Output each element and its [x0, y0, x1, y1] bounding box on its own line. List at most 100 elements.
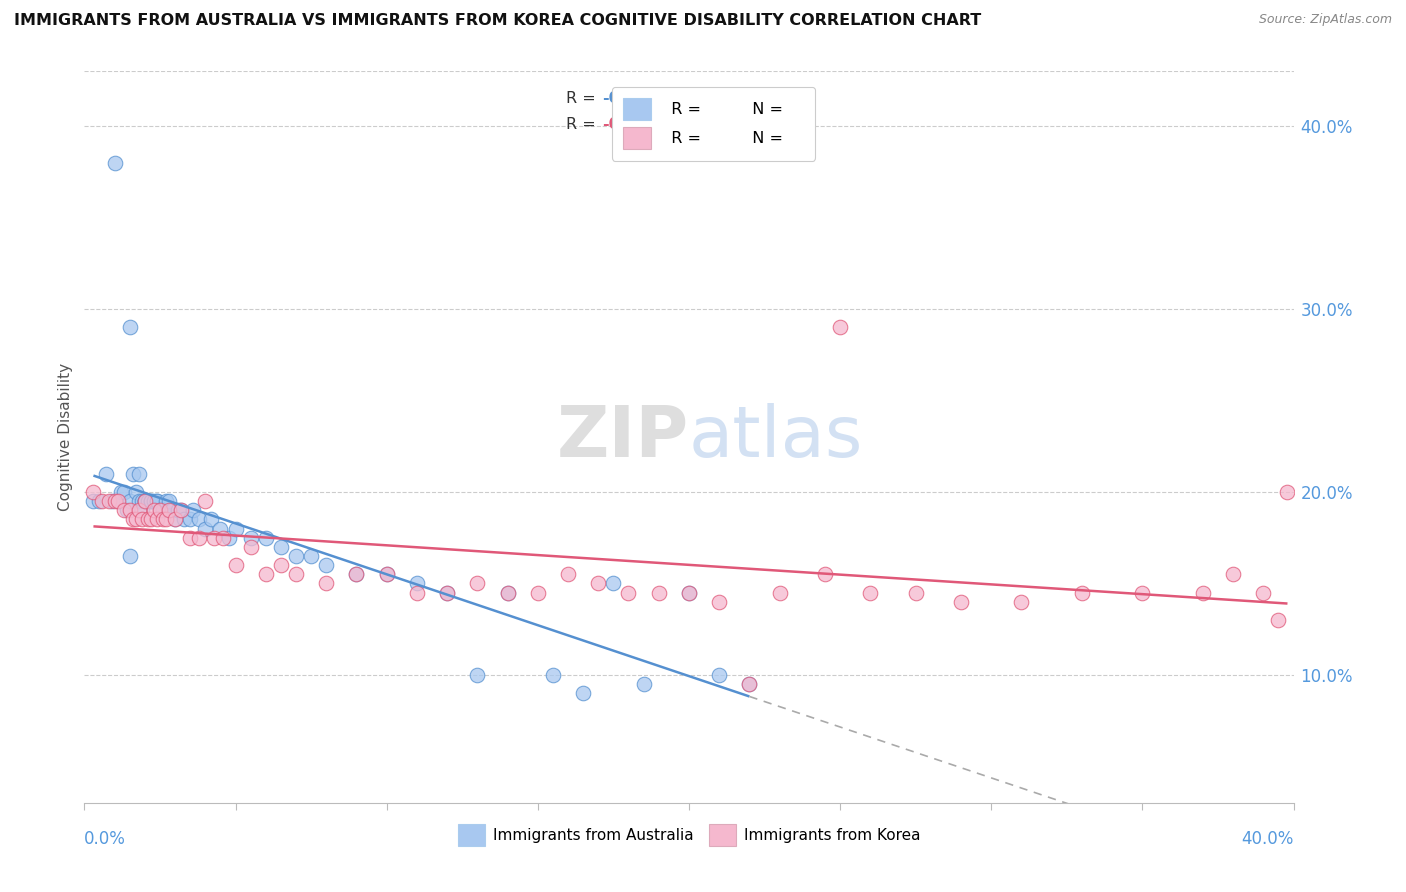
Point [557, 567, 579, 582]
Point [82, 485, 104, 500]
Point [541, 667, 564, 681]
Text: R =: R = [565, 117, 600, 131]
Point [128, 467, 150, 481]
Point [648, 585, 671, 599]
Point [142, 503, 165, 517]
Point [709, 667, 731, 681]
Point [170, 503, 193, 517]
Point [315, 576, 337, 591]
Point [299, 549, 322, 563]
Text: IMMIGRANTS FROM AUSTRALIA VS IMMIGRANTS FROM KOREA COGNITIVE DISABILITY CORRELAT: IMMIGRANTS FROM AUSTRALIA VS IMMIGRANTS … [14, 13, 981, 29]
Point [97, 494, 120, 508]
Point [225, 521, 247, 535]
Point [157, 503, 180, 517]
Point [527, 585, 550, 599]
Point [1277, 485, 1299, 500]
Point [128, 503, 150, 517]
Text: 0.0%: 0.0% [84, 830, 127, 848]
Text: atlas: atlas [689, 402, 863, 472]
Point [179, 531, 201, 545]
Point [110, 485, 132, 500]
Point [131, 494, 153, 508]
Text: R =: R = [565, 91, 600, 106]
Point [118, 503, 141, 517]
Point [107, 494, 129, 508]
Point [375, 567, 398, 582]
Point [165, 512, 187, 526]
Point [118, 549, 141, 563]
Point [136, 494, 159, 508]
Point [859, 585, 882, 599]
Point [134, 494, 156, 508]
Point [115, 503, 138, 517]
Point [173, 512, 195, 526]
Point [904, 585, 927, 599]
Text: N = 65: N = 65 [702, 91, 758, 106]
Point [1130, 585, 1153, 599]
Point [709, 594, 731, 608]
Legend: Immigrants from Australia, Immigrants from Korea: Immigrants from Australia, Immigrants fr… [450, 817, 928, 854]
Point [139, 494, 162, 508]
Point [91, 494, 114, 508]
Point [270, 558, 292, 573]
Point [134, 494, 156, 508]
Point [149, 503, 172, 517]
Point [738, 677, 761, 691]
Point [121, 512, 143, 526]
Point [170, 503, 193, 517]
Point [112, 485, 135, 500]
Point [152, 503, 174, 517]
Point [142, 494, 165, 508]
Point [1267, 613, 1289, 627]
Point [436, 585, 458, 599]
Point [139, 512, 162, 526]
Point [160, 503, 183, 517]
Point [769, 585, 792, 599]
Point [830, 320, 852, 334]
Point [1192, 585, 1215, 599]
Point [346, 567, 368, 582]
Text: -0.149: -0.149 [602, 117, 659, 131]
Point [157, 503, 180, 517]
Point [125, 512, 148, 526]
Point [346, 567, 368, 582]
Point [950, 594, 973, 608]
Point [406, 585, 429, 599]
Point [188, 512, 211, 526]
Point [157, 494, 180, 508]
Point [572, 686, 595, 700]
Point [152, 503, 174, 517]
Text: N = 61: N = 61 [702, 117, 758, 131]
Point [131, 503, 153, 517]
Point [496, 585, 519, 599]
Point [617, 585, 640, 599]
Point [315, 558, 337, 573]
Point [181, 503, 204, 517]
Point [814, 567, 837, 582]
Point [678, 585, 700, 599]
Y-axis label: Cognitive Disability: Cognitive Disability [58, 363, 73, 511]
Point [602, 576, 624, 591]
Point [270, 540, 292, 554]
Point [131, 512, 153, 526]
Point [202, 531, 225, 545]
Text: -0.059: -0.059 [602, 91, 659, 106]
Point [179, 512, 201, 526]
Point [134, 494, 156, 508]
Point [100, 494, 122, 508]
Point [146, 494, 169, 508]
Text: 40.0%: 40.0% [1241, 830, 1294, 848]
Point [1011, 594, 1033, 608]
Point [588, 576, 610, 591]
Point [118, 494, 141, 508]
Point [165, 512, 187, 526]
Point [738, 677, 761, 691]
Point [89, 494, 111, 508]
Point [678, 585, 700, 599]
Point [149, 503, 172, 517]
Point [406, 576, 429, 591]
Point [155, 494, 177, 508]
Point [209, 521, 232, 535]
Point [134, 494, 156, 508]
Point [194, 521, 217, 535]
